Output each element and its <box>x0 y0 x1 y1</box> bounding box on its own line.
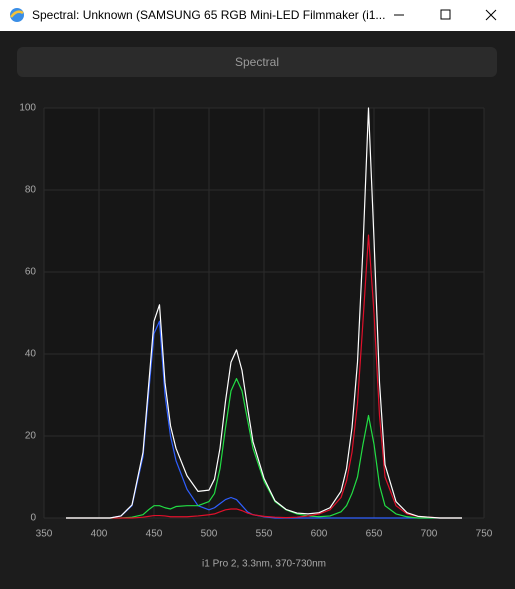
spectrum-line <box>66 107 462 519</box>
x-tick-label: 750 <box>476 529 493 540</box>
spectrum-line <box>66 234 462 519</box>
y-tick-label: 40 <box>25 349 37 360</box>
title-bar: Spectral: Unknown (SAMSUNG 65 RGB Mini-L… <box>0 0 515 31</box>
x-tick-label: 450 <box>146 529 163 540</box>
chart: i1 Pro 2, 3.3nm, 370-730nm 0 20 40 60 80 100 3… <box>19 103 493 570</box>
window-title: Spectral: Unknown (SAMSUNG 65 RGB Mini-L… <box>32 8 386 22</box>
y-tick-label: 0 <box>30 513 36 524</box>
x-tick-label: 350 <box>36 529 53 540</box>
app-icon-stripe <box>10 10 24 18</box>
spectral-button[interactable]: Spectral <box>17 47 497 77</box>
maximize-button[interactable] <box>440 9 451 20</box>
x-tick-label: 650 <box>366 529 383 540</box>
title-bar-graphics <box>10 8 497 22</box>
x-axis-label: i1 Pro 2, 3.3nm, 370-730nm <box>202 559 326 570</box>
close-button[interactable] <box>485 9 497 21</box>
x-tick-label: 700 <box>421 529 438 540</box>
x-tick-label: 400 <box>91 529 108 540</box>
y-tick-label: 60 <box>25 267 37 278</box>
spectrum-line <box>66 378 462 519</box>
x-tick-label: 500 <box>201 529 218 540</box>
y-tick-label: 100 <box>19 103 36 114</box>
y-tick-label: 80 <box>25 185 37 196</box>
x-tick-label: 600 <box>311 529 328 540</box>
y-tick-label: 20 <box>25 431 37 442</box>
x-tick-label: 550 <box>256 529 273 540</box>
